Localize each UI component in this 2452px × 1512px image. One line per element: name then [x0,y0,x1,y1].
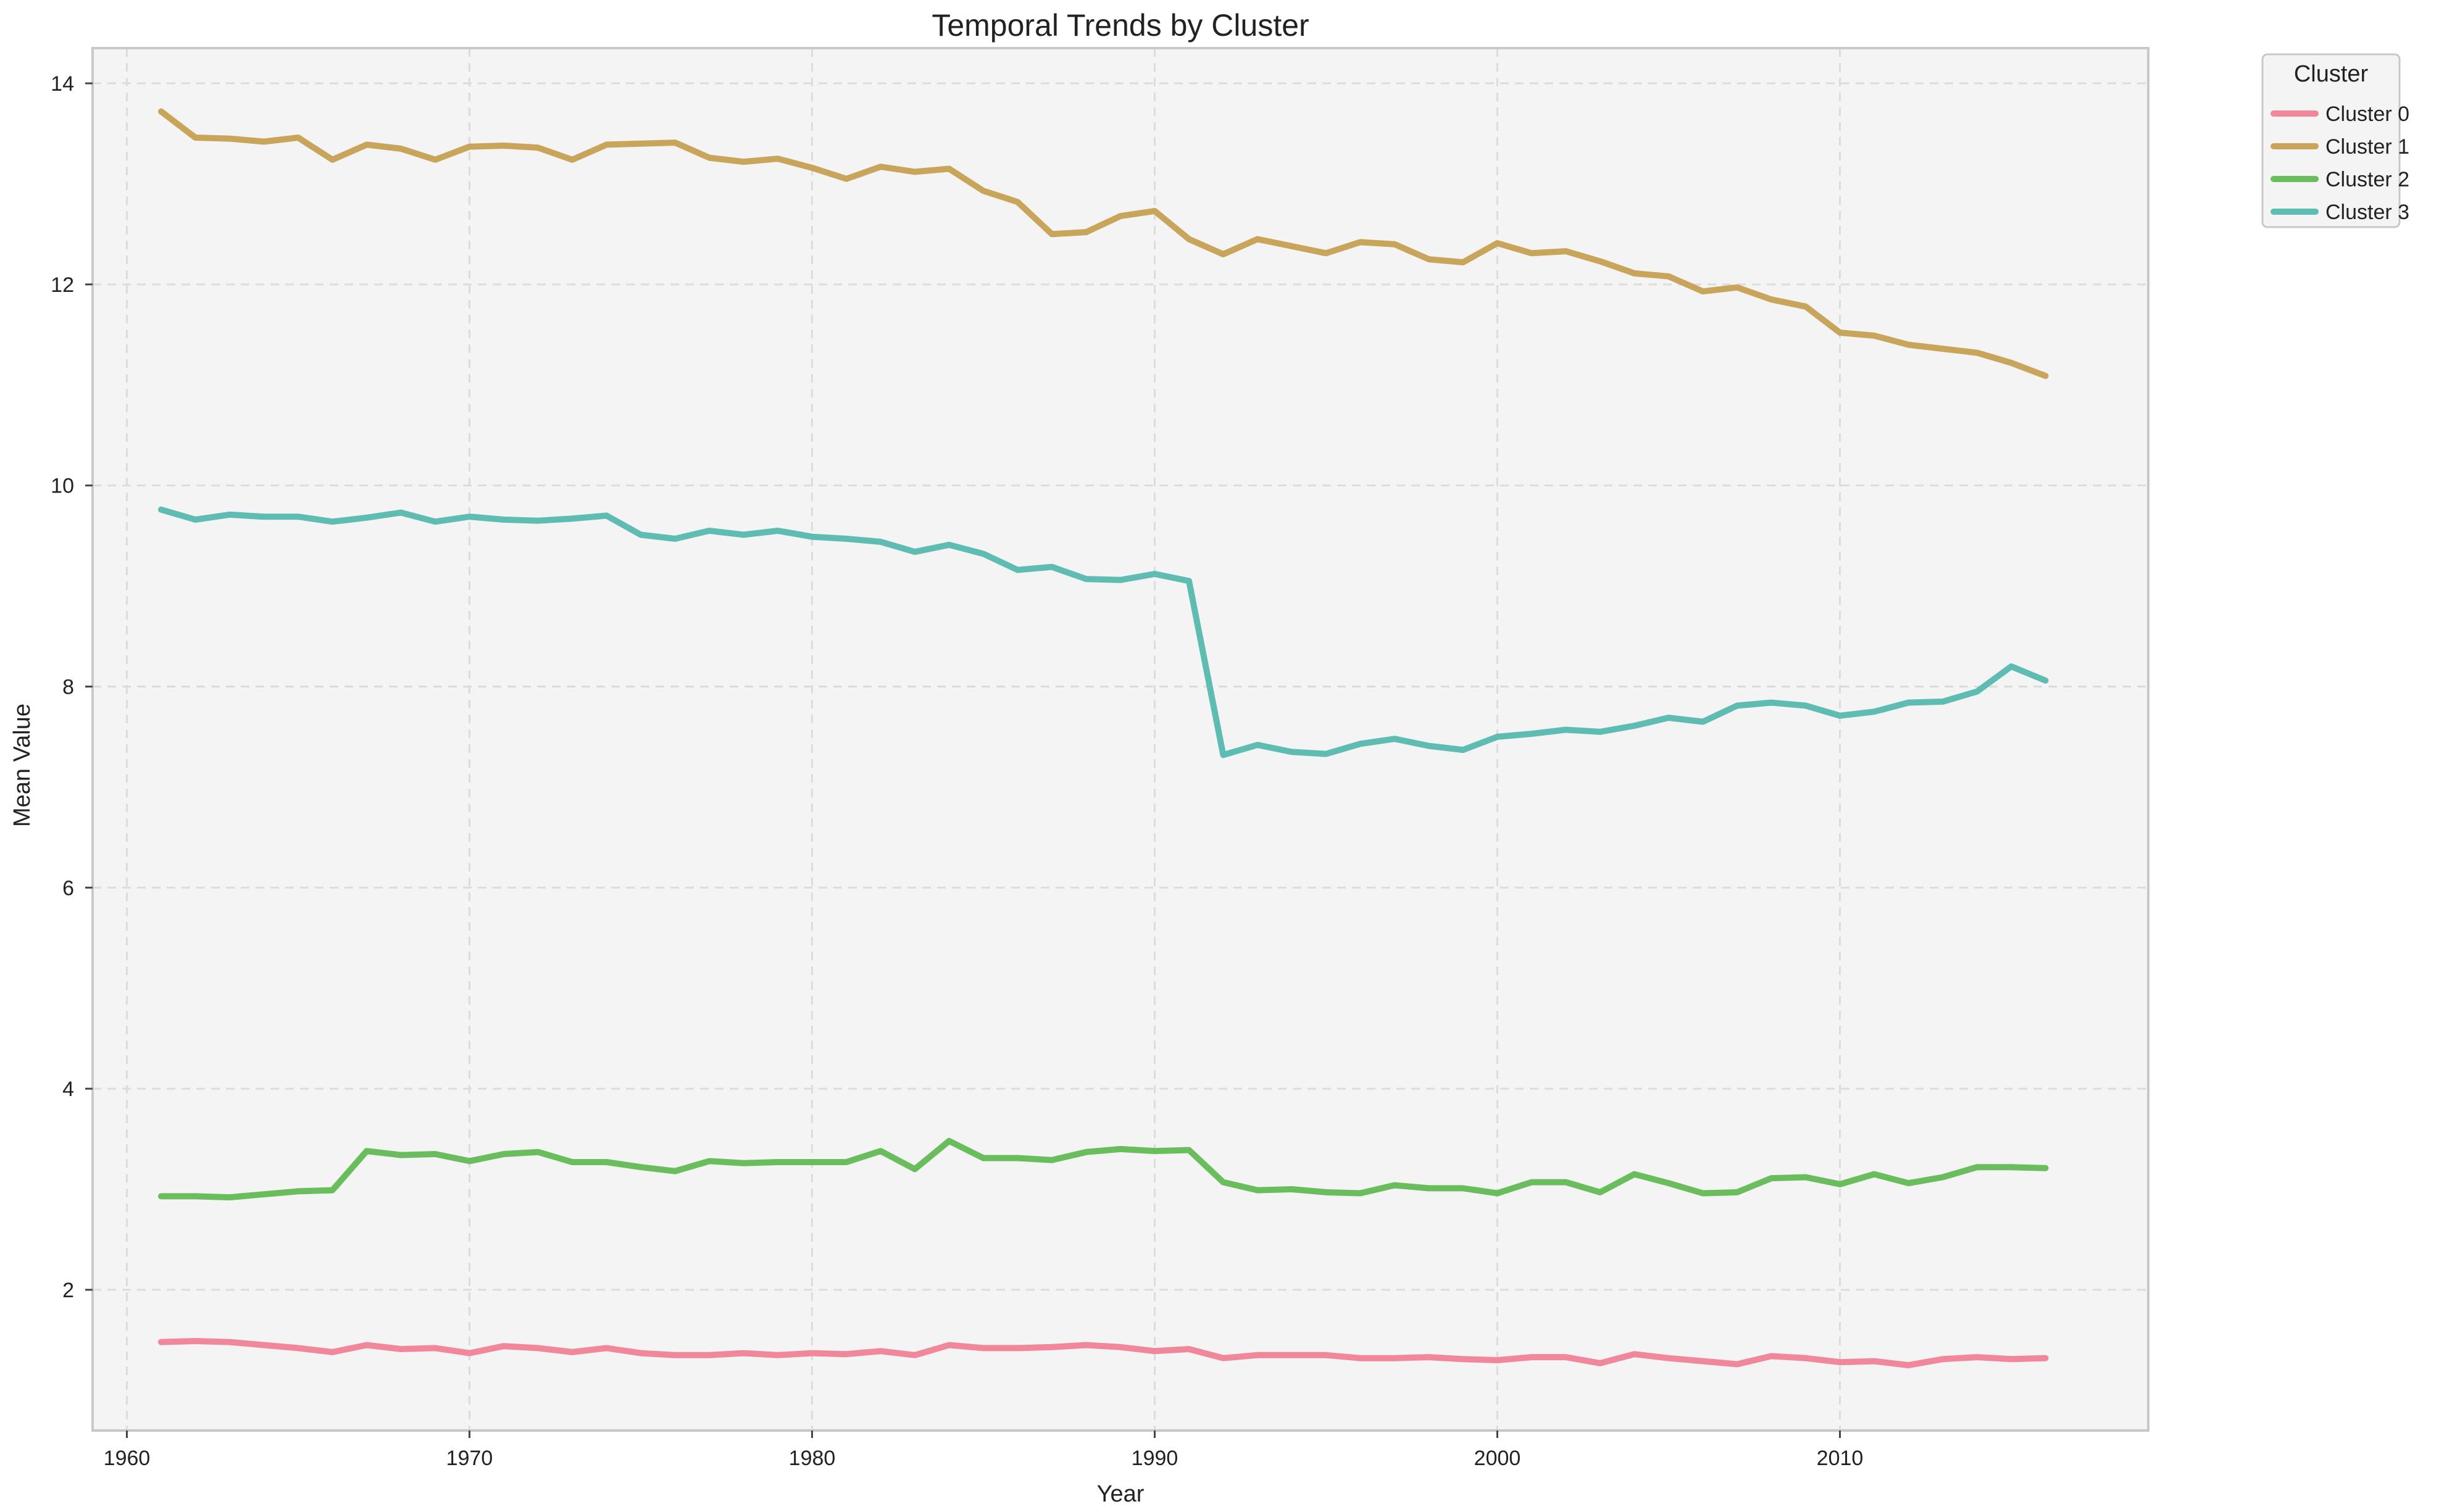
y-tick-label: 14 [51,72,74,96]
plot-frame [91,47,2150,1432]
x-axis-label: Year [1097,1481,1145,1507]
x-tick-label: 2010 [1817,1447,1864,1470]
y-tick-label: 2 [62,1279,74,1302]
legend-label: Cluster 0 [2325,102,2409,126]
legend: Cluster Cluster 0 Cluster 1 Cluster 2 Cluste… [2261,53,2409,228]
series-line-cluster-3 [158,506,2049,758]
x-tick-label: 1980 [789,1447,836,1470]
plot-area [93,48,2148,1431]
y-axis-label: Mean Value [9,704,35,827]
chart-title: Temporal Trends by Cluster [932,8,1309,43]
x-tick-label: 2000 [1474,1447,1521,1470]
series-line-cluster-0 [158,1338,2049,1369]
y-tick-label: 12 [51,273,74,297]
series-line-cluster-2 [158,1137,2049,1201]
series-line-cluster-1 [158,108,2049,380]
legend-label: Cluster 2 [2325,168,2409,191]
y-tick-label: 6 [62,876,74,900]
y-tick-label: 8 [62,675,74,699]
x-tick-label: 1990 [1132,1447,1178,1470]
legend-label: Cluster 1 [2325,135,2409,159]
x-tick-label: 1970 [446,1447,493,1470]
legend-box [2261,53,2401,228]
y-tick-label: 4 [62,1078,74,1101]
y-tick-label: 10 [51,475,74,498]
x-tick-label: 1960 [104,1447,151,1470]
legend-title: Cluster [2294,61,2369,87]
legend-label: Cluster 3 [2325,201,2409,224]
